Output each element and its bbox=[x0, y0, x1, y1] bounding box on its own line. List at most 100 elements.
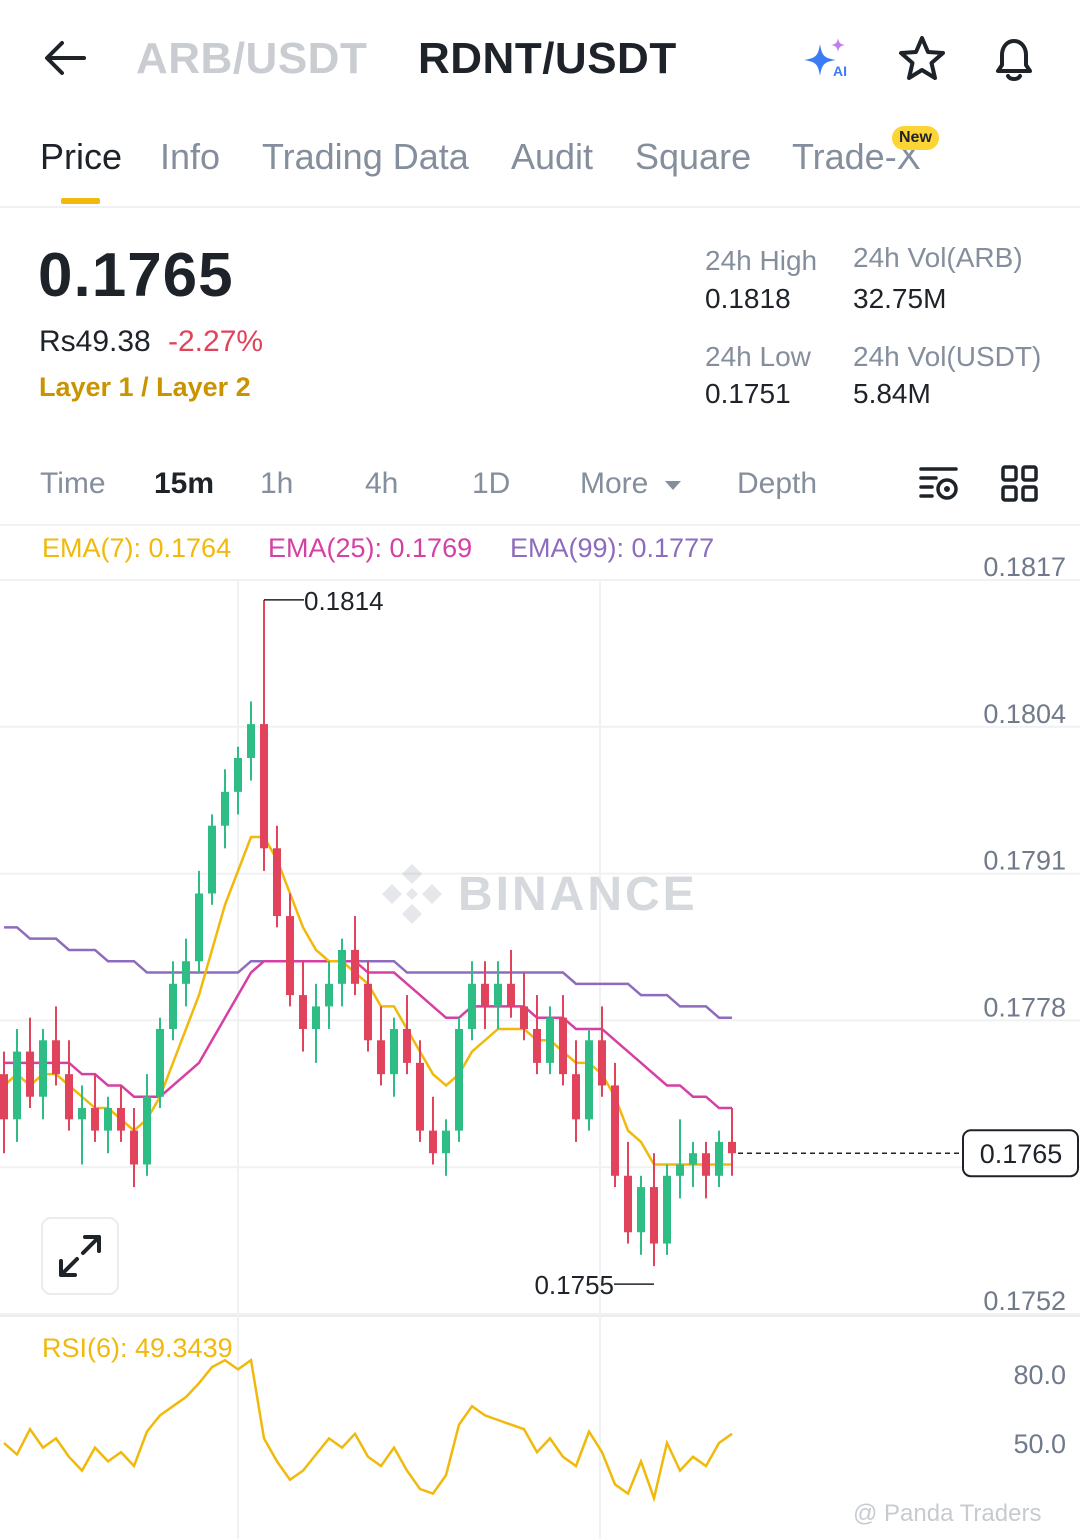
fullscreen-button[interactable] bbox=[41, 1217, 119, 1295]
candle-body bbox=[429, 1130, 437, 1154]
interval-15m[interactable]: 15m bbox=[154, 467, 215, 500]
candle-body bbox=[195, 893, 203, 962]
candle-body bbox=[130, 1130, 138, 1165]
candle-body bbox=[65, 1074, 73, 1120]
candles bbox=[0, 599, 736, 1267]
pair-prev-tab[interactable]: ARB/USDT bbox=[136, 34, 367, 84]
tab-audit[interactable]: Audit bbox=[511, 136, 594, 177]
candle-body bbox=[598, 1040, 606, 1086]
candle-body bbox=[39, 1040, 47, 1097]
price-tick-label: 0.1817 bbox=[983, 552, 1066, 582]
candle-body bbox=[221, 791, 229, 826]
interval-more[interactable]: More bbox=[580, 467, 683, 501]
candle-body bbox=[624, 1175, 632, 1233]
candle-body bbox=[468, 983, 476, 1029]
current-price-box bbox=[962, 1129, 1079, 1178]
low-24h-value: 0.1751 bbox=[705, 378, 791, 409]
candle-body bbox=[351, 949, 359, 984]
candle-body bbox=[585, 1040, 593, 1120]
candle-body bbox=[546, 1017, 554, 1063]
binance-watermark: BINANCE bbox=[382, 864, 698, 924]
price-tick-label: 0.1804 bbox=[983, 699, 1066, 729]
price-axis: 0.1817 0.1804 0.1791 0.1778 0.1752 bbox=[983, 552, 1066, 1316]
candle-body bbox=[676, 1164, 684, 1176]
candle-body bbox=[156, 1028, 164, 1097]
candle-body bbox=[689, 1153, 697, 1165]
candle-body bbox=[481, 983, 489, 1007]
credit-watermark: @ Panda Traders bbox=[853, 1500, 1042, 1527]
candle-body bbox=[182, 961, 190, 984]
tab-trading-data[interactable]: Trading Data bbox=[262, 136, 469, 177]
last-price: 0.1765 bbox=[38, 241, 234, 310]
candle-body bbox=[702, 1153, 710, 1176]
interval-1d[interactable]: 1D bbox=[472, 467, 511, 500]
candle-body bbox=[364, 983, 372, 1041]
candle-body bbox=[520, 1006, 528, 1029]
expand-arrows-icon bbox=[59, 1235, 101, 1277]
candle-body bbox=[208, 825, 216, 894]
candle-body bbox=[312, 1006, 320, 1029]
fiat-price: Rs49.38 bbox=[39, 325, 151, 358]
back-arrow-icon[interactable] bbox=[40, 32, 92, 84]
candle-body bbox=[78, 1108, 86, 1120]
sector-tags[interactable]: Layer 1 / Layer 2 bbox=[39, 372, 251, 402]
chart-annotations: 0.1814 0.1755 0.1765 bbox=[264, 586, 1079, 1300]
tab-price[interactable]: Price bbox=[40, 136, 123, 177]
interval-bar: Time 15m 1h 4h 1D More Depth bbox=[0, 440, 1080, 526]
price-tick-label: 0.1778 bbox=[983, 992, 1066, 1022]
candle-body bbox=[377, 1040, 385, 1075]
candle-body bbox=[26, 1051, 34, 1097]
candle-body bbox=[143, 1096, 151, 1165]
candle-body bbox=[455, 1028, 463, 1131]
pair-current-label: RDNT/USDT bbox=[418, 34, 677, 83]
layout-grid-icon[interactable] bbox=[1000, 464, 1040, 504]
active-tab-indicator bbox=[61, 198, 100, 204]
rsi-panel: 80.0 50.0 bbox=[3, 1358, 1066, 1503]
ema99-legend: EMA(99): 0.1777 bbox=[510, 533, 715, 563]
low-marker-label: 0.1755 bbox=[534, 1270, 614, 1300]
candle-body bbox=[338, 949, 346, 984]
rsi-line bbox=[3, 1358, 733, 1503]
high-24h-value: 0.1818 bbox=[705, 283, 791, 314]
candle-body bbox=[0, 1074, 8, 1120]
interval-1h[interactable]: 1h bbox=[260, 467, 294, 500]
candle-body bbox=[260, 724, 268, 849]
vol-quote-label: 24h Vol(USDT) bbox=[853, 341, 1042, 372]
rsi-legend: RSI(6): 49.3439 bbox=[42, 1333, 233, 1363]
depth-tab[interactable]: Depth bbox=[737, 467, 818, 500]
candle-body bbox=[52, 1040, 60, 1075]
ai-sparkle-icon[interactable]: AI bbox=[800, 32, 854, 86]
ema7-legend: EMA(7): 0.1764 bbox=[42, 533, 232, 563]
candle-body bbox=[572, 1074, 580, 1120]
low-24h-label: 24h Low bbox=[705, 341, 811, 372]
candle-body bbox=[728, 1141, 736, 1154]
candle-body bbox=[286, 916, 294, 996]
indicator-settings-icon[interactable] bbox=[918, 464, 960, 504]
pair-current-tab[interactable]: RDNT/USDT bbox=[418, 34, 677, 84]
candle-body bbox=[91, 1108, 99, 1131]
candle-body bbox=[234, 757, 242, 792]
candle-body bbox=[117, 1108, 125, 1131]
candle-body bbox=[273, 848, 281, 917]
tab-square[interactable]: Square bbox=[635, 136, 752, 177]
interval-4h[interactable]: 4h bbox=[365, 467, 399, 500]
candle-body bbox=[403, 1028, 411, 1063]
bell-alert-icon[interactable] bbox=[987, 32, 1041, 86]
tab-info[interactable]: Info bbox=[160, 136, 221, 177]
new-badge: New bbox=[892, 126, 939, 150]
ema25-legend: EMA(25): 0.1769 bbox=[268, 533, 473, 563]
candle-body bbox=[169, 983, 177, 1029]
pair-prev-label: ARB/USDT bbox=[136, 34, 368, 83]
binance-watermark-text: BINANCE bbox=[458, 868, 698, 921]
interval-more-label: More bbox=[580, 467, 649, 500]
price-tick-label: 0.1791 bbox=[983, 846, 1066, 876]
top-bar: ARB/USDT RDNT/USDT AI bbox=[0, 0, 1080, 120]
interval-time[interactable]: Time bbox=[40, 467, 106, 500]
candle-body bbox=[104, 1108, 112, 1131]
high-marker-label: 0.1814 bbox=[304, 586, 384, 616]
chart-grid bbox=[0, 579, 1080, 1539]
star-favorite-icon[interactable] bbox=[895, 32, 949, 86]
candle-body bbox=[663, 1175, 671, 1244]
high-24h-label: 24h High bbox=[705, 245, 818, 276]
